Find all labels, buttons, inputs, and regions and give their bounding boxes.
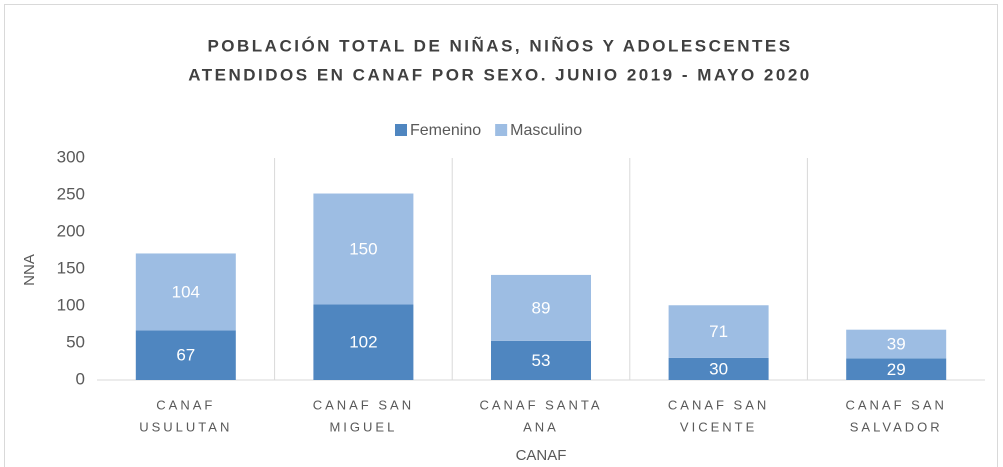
x-tick-label: USULUTAN [139, 419, 232, 434]
bar-segment [135, 253, 236, 331]
legend-swatch [395, 124, 407, 136]
y-tick-label: 200 [57, 221, 85, 240]
legend-label: Femenino [410, 122, 481, 139]
y-tick-label: 0 [76, 369, 85, 388]
chart-border [4, 4, 998, 467]
x-tick-label: MIGUEL [329, 419, 397, 434]
chart-title: ATENDIDOS EN CANAF POR SEXO. JUNIO 2019 … [188, 65, 811, 84]
y-tick-label: 50 [66, 332, 85, 351]
x-tick-label: CANAF SAN [668, 397, 769, 412]
data-label: 89 [532, 298, 551, 317]
bar-segment [846, 358, 947, 380]
data-label: 150 [349, 240, 377, 259]
x-tick-label: CANAF SAN [845, 397, 946, 412]
bar-segment [668, 357, 769, 380]
x-tick-label: ANA [523, 419, 559, 434]
bar-segment [491, 340, 591, 380]
bar-segment [313, 304, 414, 380]
data-label: 30 [709, 359, 728, 378]
bar-segment [846, 329, 947, 359]
data-label: 53 [532, 351, 551, 370]
y-tick-label: 150 [57, 258, 85, 277]
y-tick-label: 100 [57, 295, 85, 314]
bar-segment [491, 274, 591, 341]
y-axis-label: NNA [21, 254, 38, 286]
data-label: 39 [887, 335, 906, 354]
x-tick-label: SALVADOR [850, 419, 943, 434]
y-tick-label: 300 [57, 147, 85, 166]
data-label: 67 [176, 346, 195, 365]
data-label: 71 [709, 322, 728, 341]
chart-title: POBLACIÓN TOTAL DE NIÑAS, NIÑOS Y ADOLES… [207, 35, 792, 55]
data-label: 29 [887, 360, 906, 379]
bar-segment [313, 193, 414, 305]
x-tick-label: CANAF [156, 397, 215, 412]
data-label: 102 [349, 333, 377, 352]
data-label: 104 [172, 282, 200, 301]
x-tick-label: VICENTE [680, 419, 757, 434]
bar-segment [135, 330, 236, 380]
y-tick-label: 250 [57, 184, 85, 203]
x-axis-label: CANAF [516, 447, 567, 464]
legend-label: Masculino [510, 122, 582, 139]
x-tick-label: CANAF SAN [313, 397, 414, 412]
bar-segment [668, 305, 769, 358]
x-tick-label: CANAF SANTA [479, 397, 602, 412]
legend-swatch [495, 124, 508, 136]
